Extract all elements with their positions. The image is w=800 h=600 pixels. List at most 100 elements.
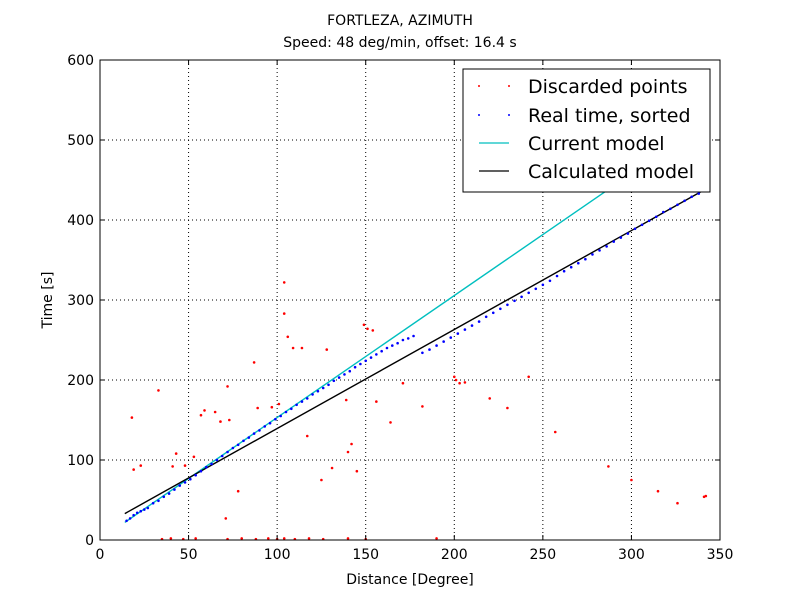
- point-discarded-points: [236, 489, 240, 493]
- point-real-time-sorted: [584, 257, 587, 261]
- point-real-time-sorted: [220, 454, 224, 458]
- point-discarded-points: [277, 402, 281, 406]
- point-discarded-points: [435, 537, 438, 540]
- point-real-time-sorted: [380, 349, 383, 353]
- legend-marker-discarded-1: [478, 85, 480, 87]
- point-real-time-sorted: [183, 481, 187, 484]
- point-real-time-sorted: [316, 389, 320, 393]
- point-real-time-sorted: [135, 511, 139, 515]
- point-real-time-sorted: [252, 432, 256, 435]
- y-tick-label: 0: [85, 533, 94, 549]
- point-discarded-points: [174, 452, 178, 455]
- point-real-time-sorted: [258, 429, 261, 432]
- point-real-time-sorted: [300, 400, 304, 403]
- legend-marker-realtime-1: [478, 114, 480, 116]
- point-discarded-points: [270, 405, 274, 409]
- point-real-time-sorted: [669, 207, 672, 211]
- point-real-time-sorted: [534, 287, 538, 291]
- point-real-time-sorted: [279, 414, 282, 418]
- point-discarded-points: [226, 537, 229, 540]
- point-real-time-sorted: [343, 373, 346, 376]
- point-real-time-sorted: [321, 386, 325, 390]
- point-real-time-sorted: [499, 307, 502, 311]
- x-axis-label: Distance [Degree]: [346, 572, 474, 588]
- point-real-time-sorted: [274, 417, 277, 421]
- legend-label-calculated-model: Calculated model: [528, 161, 694, 183]
- x-tick-label: 350: [707, 547, 734, 563]
- point-real-time-sorted: [576, 261, 580, 265]
- point-real-time-sorted: [194, 473, 197, 477]
- point-real-time-sorted: [541, 283, 545, 287]
- point-discarded-points: [607, 465, 610, 468]
- y-tick-label: 500: [67, 133, 94, 149]
- legend-item-calculated-model: Calculated model: [479, 161, 694, 183]
- x-tick-label: 150: [352, 547, 379, 563]
- point-discarded-points: [330, 466, 334, 470]
- point-real-time-sorted: [151, 501, 155, 505]
- point-real-time-sorted: [421, 351, 424, 355]
- point-discarded-points: [199, 413, 203, 417]
- point-real-time-sorted: [199, 469, 203, 473]
- point-discarded-points: [219, 420, 222, 423]
- point-real-time-sorted: [327, 383, 330, 387]
- point-real-time-sorted: [311, 393, 314, 396]
- point-real-time-sorted: [697, 192, 701, 195]
- point-real-time-sorted: [626, 232, 630, 235]
- point-discarded-points: [305, 434, 309, 438]
- point-real-time-sorted: [456, 332, 460, 335]
- point-discarded-points: [350, 442, 353, 446]
- legend-label-current-model: Current model: [528, 133, 665, 155]
- point-real-time-sorted: [527, 291, 530, 295]
- x-tick-label: 100: [264, 547, 291, 563]
- point-real-time-sorted: [210, 462, 213, 466]
- legend-item-realtime: Real time, sorted: [478, 105, 691, 127]
- point-real-time-sorted: [125, 519, 128, 523]
- point-discarded-points: [488, 397, 492, 400]
- point-real-time-sorted: [157, 499, 160, 503]
- point-discarded-points: [463, 381, 467, 384]
- point-real-time-sorted: [162, 495, 166, 499]
- y-tick-label: 600: [67, 53, 94, 69]
- point-real-time-sorted: [375, 353, 378, 356]
- point-real-time-sorted: [619, 236, 623, 239]
- legend: Discarded points Real time, sorted Curre…: [462, 68, 711, 193]
- plot-frame: [99, 59, 721, 541]
- point-discarded-points: [203, 409, 206, 412]
- point-real-time-sorted: [178, 484, 182, 487]
- point-discarded-points: [656, 489, 660, 493]
- point-real-time-sorted: [263, 425, 267, 428]
- point-real-time-sorted: [290, 407, 293, 411]
- point-discarded-points: [454, 378, 458, 382]
- point-discarded-points: [213, 410, 217, 414]
- axis-ticks: 0 50 100 150 200 250 300 350 0 100 200 300 400 500 600: [67, 53, 733, 563]
- point-discarded-points: [389, 421, 392, 424]
- point-discarded-points: [325, 348, 329, 351]
- point-real-time-sorted: [520, 295, 523, 299]
- point-discarded-points: [300, 346, 304, 350]
- point-discarded-points: [130, 416, 134, 419]
- point-real-time-sorted: [506, 303, 509, 307]
- point-real-time-sorted: [167, 492, 171, 495]
- x-tick-label: 300: [618, 547, 645, 563]
- y-tick-label: 300: [67, 293, 94, 309]
- point-real-time-sorted: [295, 403, 298, 407]
- point-discarded-points: [293, 537, 297, 540]
- point-real-time-sorted: [647, 219, 651, 223]
- y-tick-label: 100: [67, 453, 94, 469]
- chart-subtitle: Speed: 48 deg/min, offset: 16.4 s: [283, 35, 516, 51]
- point-discarded-points: [371, 329, 375, 332]
- point-real-time-sorted: [555, 274, 559, 278]
- point-real-time-sorted: [332, 379, 336, 383]
- point-discarded-points: [254, 537, 258, 540]
- x-tick-label: 0: [96, 547, 105, 563]
- point-discarded-points: [224, 517, 228, 520]
- point-discarded-points: [307, 537, 311, 540]
- point-discarded-points: [527, 375, 530, 379]
- point-discarded-points: [194, 537, 197, 540]
- point-discarded-points: [401, 381, 405, 385]
- point-discarded-points: [320, 478, 323, 482]
- point-real-time-sorted: [142, 508, 146, 511]
- point-real-time-sorted: [633, 227, 637, 231]
- legend-label-realtime: Real time, sorted: [528, 105, 691, 127]
